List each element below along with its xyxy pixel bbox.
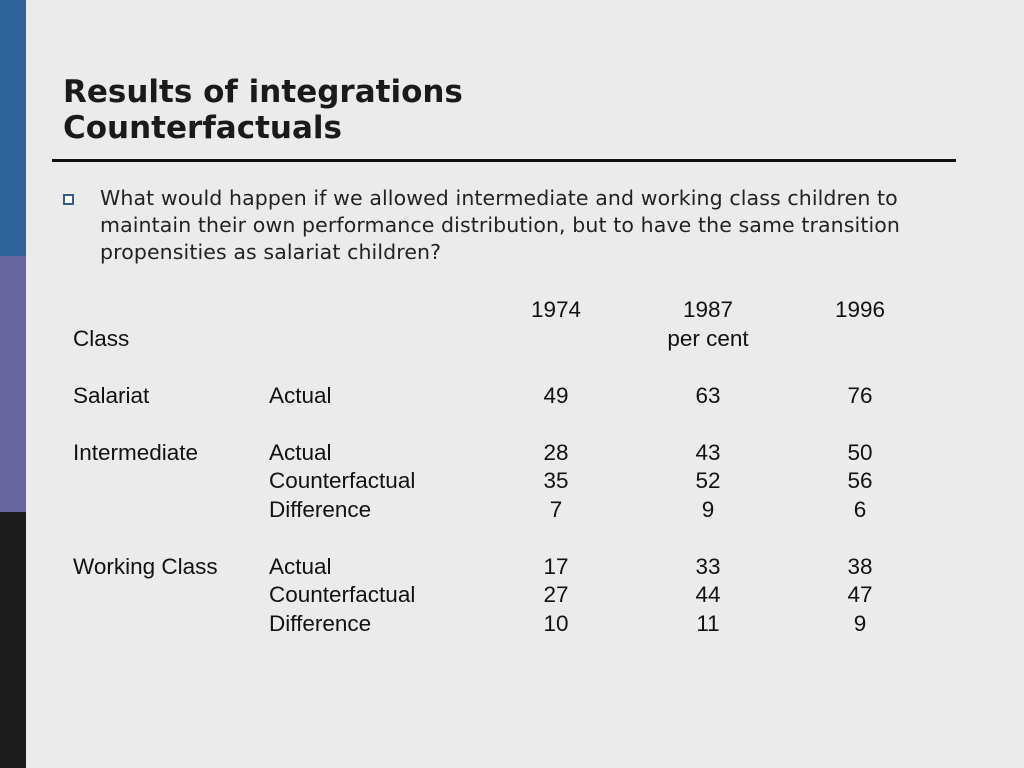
table-cell: 43 [695,440,721,465]
table-cell: 9 [853,611,867,636]
table-cell: 10 [543,611,569,636]
row-type-label: Actual [269,554,332,579]
table-cell: 52 [695,468,721,493]
table-cell: 9 [701,497,715,522]
sidebar-segment-blue [0,0,26,256]
row-type-label: Actual [269,383,332,408]
table-cell: 7 [549,497,563,522]
title-line-1: Results of integrations [63,74,463,110]
table-cell: 35 [543,468,569,493]
bullet-text: What would happen if we allowed intermed… [100,186,901,264]
table-cell: 76 [847,383,873,408]
square-bullet-icon [63,194,74,205]
year-header-1974: 1974 [530,297,582,322]
title-line-2: Counterfactuals [63,110,342,146]
class-column-header: Class [73,326,130,351]
table-cell: 27 [543,582,569,607]
row-type-label: Counterfactual [269,582,416,607]
row-type-label: Difference [269,497,372,522]
table-cell: 6 [853,497,867,522]
table-cell: 17 [543,554,569,579]
row-type-label: Actual [269,440,332,465]
table-cell: 50 [847,440,873,465]
title-divider [52,159,956,162]
table-cell: 49 [543,383,569,408]
table-cell: 38 [847,554,873,579]
row-type-label: Counterfactual [269,468,416,493]
row-type-label: Difference [269,611,372,636]
table-cell: 56 [847,468,873,493]
class-label-working-class: Working Class [73,554,218,579]
sidebar-segment-black [0,512,26,768]
unit-label: per cent [667,326,749,351]
table-cell: 63 [695,383,721,408]
sidebar-segment-purple [0,256,26,512]
table-cell: 44 [695,582,721,607]
slide-title: Results of integrations Counterfactuals [63,74,463,146]
table-cell: 11 [696,611,720,636]
sidebar-decoration [0,0,26,768]
table-cell: 28 [543,440,569,465]
table-cell: 47 [847,582,873,607]
year-header-1996: 1996 [834,297,886,322]
class-label-intermediate: Intermediate [73,440,199,465]
class-label-salariat: Salariat [73,383,150,408]
year-header-1987: 1987 [682,297,734,322]
table-cell: 33 [695,554,721,579]
